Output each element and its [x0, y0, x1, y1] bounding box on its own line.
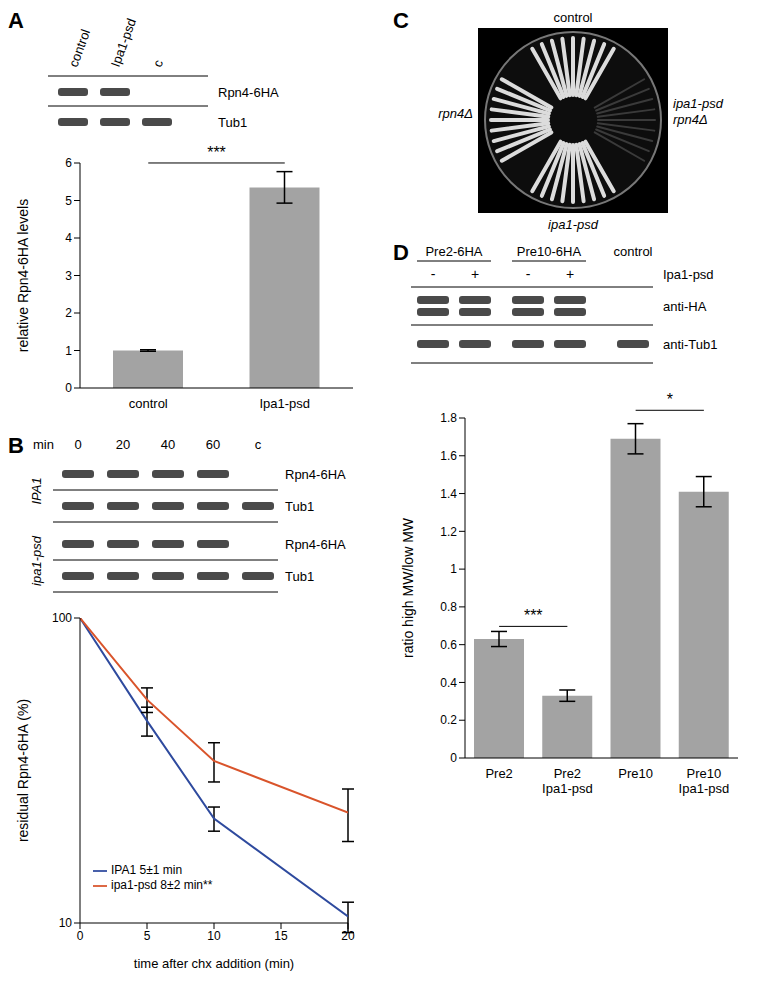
- svg-text:10: 10: [207, 929, 221, 943]
- svg-text:c: c: [255, 437, 262, 452]
- svg-text:3: 3: [65, 269, 72, 283]
- svg-text:rpn4Δ: rpn4Δ: [438, 106, 473, 121]
- svg-text:IPA1: IPA1: [29, 477, 44, 504]
- svg-text:20: 20: [116, 437, 130, 452]
- svg-text:control: control: [66, 27, 93, 69]
- svg-text:5: 5: [65, 194, 72, 208]
- svg-text:Tub1: Tub1: [285, 499, 314, 514]
- svg-text:control: control: [553, 10, 592, 25]
- svg-text:Tub1: Tub1: [285, 569, 314, 584]
- svg-text:Pre2Ipa1-psd: Pre2Ipa1-psd: [542, 766, 593, 796]
- svg-text:0: 0: [74, 437, 81, 452]
- svg-text:-: -: [526, 266, 531, 282]
- svg-text:100: 100: [52, 611, 72, 625]
- svg-text:anti-HA: anti-HA: [663, 299, 707, 314]
- svg-text:Pre10Ipa1-psd: Pre10Ipa1-psd: [679, 766, 730, 796]
- svg-text:ratio high MW/low MW: ratio high MW/low MW: [400, 517, 416, 658]
- svg-text:1.8: 1.8: [440, 411, 457, 425]
- svg-text:4: 4: [65, 231, 72, 245]
- svg-text:1.6: 1.6: [440, 449, 457, 463]
- html-text:A: A: [8, 8, 24, 33]
- svg-text:min: min: [33, 437, 54, 452]
- html-text:C: C: [393, 8, 409, 33]
- svg-text:***: ***: [207, 144, 226, 161]
- svg-text:+: +: [566, 266, 574, 282]
- svg-text:Rpn4-6HA: Rpn4-6HA: [285, 537, 346, 552]
- svg-text:c: c: [150, 57, 166, 69]
- html-text:ipa1-psd 8±2 min**: ipa1-psd 8±2 min**: [111, 877, 213, 892]
- html-text:B: B: [8, 433, 24, 458]
- svg-text:+: +: [471, 266, 479, 282]
- svg-text:Rpn4-6HA: Rpn4-6HA: [218, 85, 279, 100]
- svg-text:0: 0: [450, 751, 457, 765]
- svg-text:Pre10-6HA: Pre10-6HA: [517, 244, 582, 259]
- svg-text:relative Rpn4-6HA levels: relative Rpn4-6HA levels: [15, 199, 31, 352]
- svg-text:*: *: [667, 391, 673, 408]
- svg-text:6: 6: [65, 156, 72, 170]
- svg-text:Pre10: Pre10: [618, 766, 653, 781]
- svg-text:control: control: [129, 396, 168, 411]
- svg-text:1: 1: [450, 562, 457, 576]
- svg-text:time after chx addition (min): time after chx addition (min): [134, 956, 294, 971]
- svg-text:Ipa1-psd: Ipa1-psd: [663, 267, 714, 282]
- svg-text:60: 60: [206, 437, 220, 452]
- svg-text:Pre2: Pre2: [485, 766, 512, 781]
- svg-text:0: 0: [65, 381, 72, 395]
- svg-text:Tub1: Tub1: [218, 115, 247, 130]
- svg-text:1: 1: [65, 344, 72, 358]
- svg-text:control: control: [613, 244, 652, 259]
- svg-text:2: 2: [65, 306, 72, 320]
- svg-text:0.4: 0.4: [440, 676, 457, 690]
- svg-text:0.8: 0.8: [440, 600, 457, 614]
- svg-text:1.2: 1.2: [440, 525, 457, 539]
- html-text:IPA1 5±1 min: IPA1 5±1 min: [111, 863, 183, 877]
- svg-text:Ipa1-psd: Ipa1-psd: [259, 396, 310, 411]
- svg-text:residual Rpn4-6HA (%): residual Rpn4-6HA (%): [15, 699, 31, 842]
- svg-text:0.6: 0.6: [440, 638, 457, 652]
- svg-text:Pre2-6HA: Pre2-6HA: [425, 244, 482, 259]
- svg-text:20: 20: [341, 929, 355, 943]
- svg-text:Ipa1-psd: Ipa1-psd: [108, 16, 139, 69]
- svg-text:-: -: [431, 266, 436, 282]
- svg-text:***: ***: [524, 607, 543, 624]
- svg-text:Rpn4-6HA: Rpn4-6HA: [285, 467, 346, 482]
- svg-text:40: 40: [161, 437, 175, 452]
- svg-text:rpn4Δ: rpn4Δ: [673, 112, 708, 127]
- svg-text:anti-Tub1: anti-Tub1: [663, 337, 717, 352]
- svg-text:5: 5: [144, 929, 151, 943]
- svg-text:0: 0: [77, 929, 84, 943]
- html-text:D: D: [393, 240, 409, 265]
- svg-text:1.4: 1.4: [440, 487, 457, 501]
- svg-text:10: 10: [59, 916, 73, 930]
- svg-text:15: 15: [274, 929, 288, 943]
- svg-text:ipa1-psd: ipa1-psd: [29, 535, 44, 586]
- svg-text:0.2: 0.2: [440, 713, 457, 727]
- svg-text:ipa1-psd: ipa1-psd: [548, 217, 599, 232]
- svg-text:ipa1-psd: ipa1-psd: [673, 96, 724, 111]
